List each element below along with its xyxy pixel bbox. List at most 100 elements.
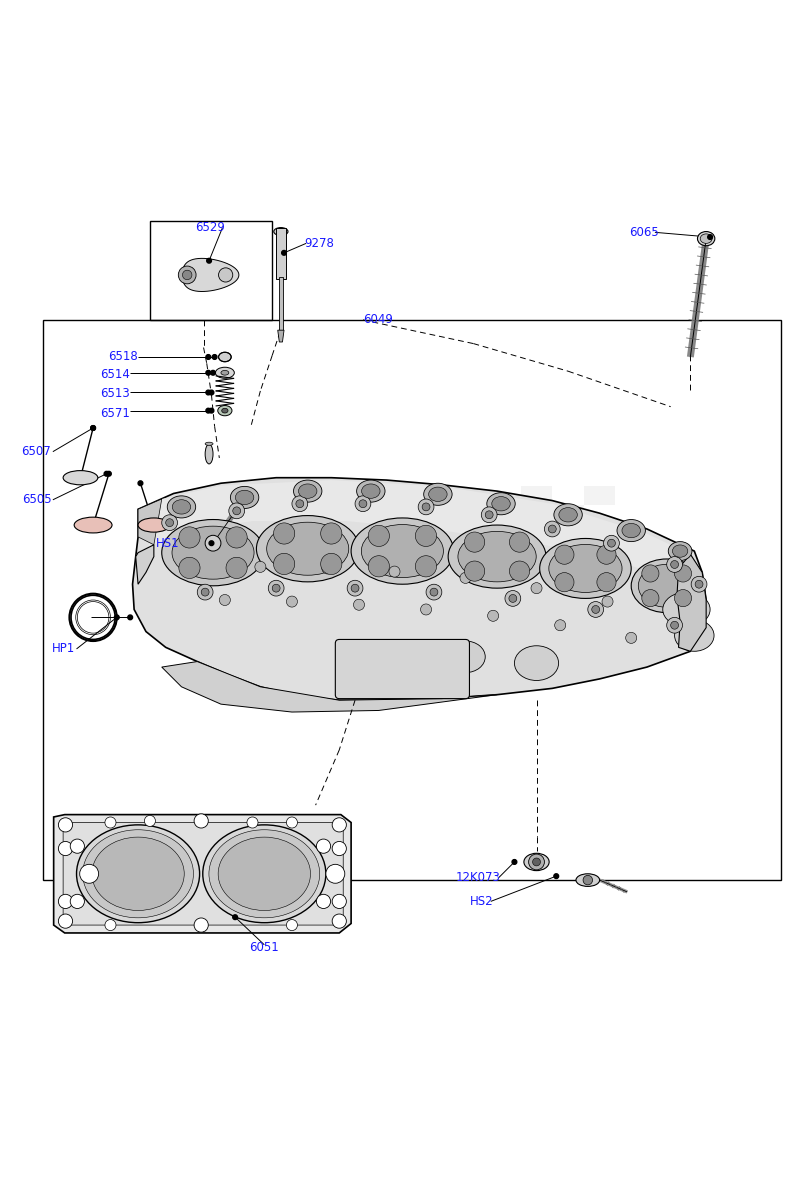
Circle shape: [209, 541, 214, 546]
Circle shape: [58, 894, 73, 908]
Circle shape: [596, 572, 616, 592]
Ellipse shape: [700, 234, 712, 244]
Circle shape: [592, 606, 600, 613]
Ellipse shape: [576, 874, 600, 887]
Circle shape: [320, 553, 342, 575]
Ellipse shape: [77, 824, 200, 923]
Polygon shape: [278, 330, 284, 342]
Circle shape: [554, 874, 559, 878]
Circle shape: [226, 557, 247, 578]
Ellipse shape: [298, 484, 317, 498]
Circle shape: [91, 426, 95, 431]
Text: c    a: c a: [219, 578, 286, 606]
Ellipse shape: [448, 526, 546, 588]
Ellipse shape: [274, 228, 288, 235]
Circle shape: [510, 562, 529, 581]
Polygon shape: [54, 815, 351, 932]
Ellipse shape: [559, 508, 578, 522]
Circle shape: [588, 601, 604, 617]
Circle shape: [695, 581, 703, 588]
Circle shape: [274, 523, 295, 544]
Circle shape: [691, 576, 707, 592]
Circle shape: [179, 557, 200, 578]
Circle shape: [332, 841, 346, 856]
Bar: [43, 320, 781, 880]
Circle shape: [671, 560, 679, 569]
Ellipse shape: [361, 524, 443, 577]
Text: HP1: HP1: [52, 642, 75, 655]
Circle shape: [206, 390, 211, 395]
Circle shape: [201, 588, 209, 596]
Ellipse shape: [172, 526, 254, 580]
Circle shape: [332, 817, 346, 832]
Text: 6049: 6049: [363, 313, 393, 326]
Circle shape: [529, 854, 544, 870]
Circle shape: [209, 390, 214, 395]
Circle shape: [91, 426, 95, 431]
Circle shape: [533, 858, 540, 866]
Circle shape: [166, 518, 174, 527]
Circle shape: [667, 557, 682, 572]
Ellipse shape: [524, 853, 549, 871]
Polygon shape: [133, 478, 706, 701]
Polygon shape: [162, 661, 497, 712]
Circle shape: [583, 875, 593, 884]
Bar: [584, 526, 615, 545]
Ellipse shape: [167, 496, 196, 518]
Circle shape: [268, 581, 284, 596]
Circle shape: [182, 270, 192, 280]
Ellipse shape: [162, 520, 264, 586]
Circle shape: [422, 503, 430, 511]
Circle shape: [675, 589, 692, 607]
Circle shape: [282, 251, 286, 256]
Circle shape: [207, 258, 211, 263]
Circle shape: [604, 535, 619, 551]
Text: 6507: 6507: [21, 445, 51, 458]
Circle shape: [58, 914, 73, 929]
Circle shape: [105, 817, 116, 828]
Circle shape: [368, 526, 390, 546]
Ellipse shape: [294, 480, 322, 502]
Circle shape: [58, 841, 73, 856]
Circle shape: [205, 535, 221, 551]
Ellipse shape: [138, 518, 170, 532]
Bar: [521, 486, 552, 505]
Ellipse shape: [357, 480, 385, 502]
Circle shape: [351, 584, 359, 592]
Circle shape: [626, 632, 637, 643]
Circle shape: [219, 268, 233, 282]
Bar: [279, 276, 283, 330]
Ellipse shape: [205, 443, 213, 445]
Circle shape: [510, 532, 529, 552]
Bar: [552, 545, 584, 564]
Circle shape: [226, 527, 247, 548]
Circle shape: [194, 814, 208, 828]
Polygon shape: [182, 258, 239, 292]
Text: scuderia: scuderia: [228, 515, 482, 566]
Bar: [552, 505, 584, 526]
Circle shape: [162, 515, 178, 530]
Text: 6514: 6514: [100, 368, 130, 380]
Ellipse shape: [74, 517, 112, 533]
Circle shape: [286, 596, 297, 607]
Circle shape: [555, 572, 574, 592]
Ellipse shape: [230, 486, 259, 509]
Circle shape: [233, 914, 237, 919]
Ellipse shape: [235, 491, 254, 505]
Circle shape: [505, 590, 521, 606]
Circle shape: [596, 545, 616, 564]
Circle shape: [286, 919, 297, 930]
Ellipse shape: [446, 641, 485, 672]
Circle shape: [708, 235, 712, 240]
Polygon shape: [146, 480, 694, 581]
Circle shape: [641, 589, 659, 607]
Circle shape: [544, 521, 560, 536]
Polygon shape: [63, 822, 343, 925]
Circle shape: [353, 599, 365, 611]
Circle shape: [355, 496, 371, 511]
Text: 9278: 9278: [304, 236, 334, 250]
Text: 6065: 6065: [629, 226, 659, 239]
Text: 6518: 6518: [108, 350, 138, 364]
Circle shape: [104, 472, 109, 476]
Circle shape: [555, 619, 566, 631]
